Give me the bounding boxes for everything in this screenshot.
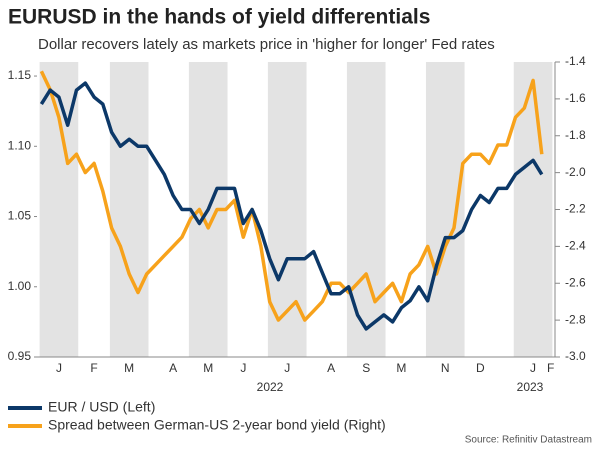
x-tick-label: F (547, 361, 554, 375)
x-tick-label: N (441, 361, 450, 375)
series-line (39, 70, 544, 322)
y-tick-label: 1.10 (8, 138, 32, 152)
legend-label: Spread between German-US 2-year bond yie… (48, 417, 386, 433)
x-tick-label: M (124, 361, 134, 375)
x-tick-label: F (90, 361, 97, 375)
y2-tick-label: -1.4 (565, 54, 586, 68)
legend-label: EUR / USD (Left) (48, 399, 155, 415)
year-label: 2022 (257, 380, 284, 394)
plot-layer (39, 62, 553, 357)
x-tick-label: A (169, 361, 177, 375)
month-shade (346, 62, 386, 357)
year-label: 2023 (517, 380, 544, 394)
y2-tick-label: -2.6 (565, 275, 586, 289)
y2-tick-label: -1.8 (565, 128, 586, 142)
y2-tick-label: -2.4 (565, 239, 586, 253)
x-tick-label: J (284, 361, 290, 375)
y2-tick-label: -2.2 (565, 202, 586, 216)
y2-tick-label: -2.0 (565, 165, 586, 179)
x-tick-label: A (327, 361, 335, 375)
y2-tick-label: -3.0 (565, 349, 586, 363)
x-tick-label: J (240, 361, 246, 375)
x-tick-label: D (476, 361, 485, 375)
y-tick-label: 1.15 (8, 68, 32, 82)
month-shade (513, 62, 553, 357)
x-tick-label: M (396, 361, 406, 375)
x-tick-label: S (362, 361, 370, 375)
source: Source: Refinitiv Datastream (465, 435, 592, 446)
x-tick-label: M (203, 361, 213, 375)
chart-title: EURUSD in the hands of yield differentia… (8, 6, 430, 29)
chart-subtitle: Dollar recovers lately as markets price … (38, 36, 495, 53)
x-tick-label: J (530, 361, 536, 375)
y-tick-label: 1.05 (8, 209, 32, 223)
y2-tick-label: -1.6 (565, 91, 586, 105)
x-tick-label: J (56, 361, 62, 375)
series-line (39, 81, 544, 331)
y2-tick-label: -2.8 (565, 312, 586, 326)
month-shade (109, 62, 149, 357)
month-shade (425, 62, 465, 357)
y-tick-label: 0.95 (8, 349, 32, 363)
y-tick-label: 1.00 (8, 279, 32, 293)
